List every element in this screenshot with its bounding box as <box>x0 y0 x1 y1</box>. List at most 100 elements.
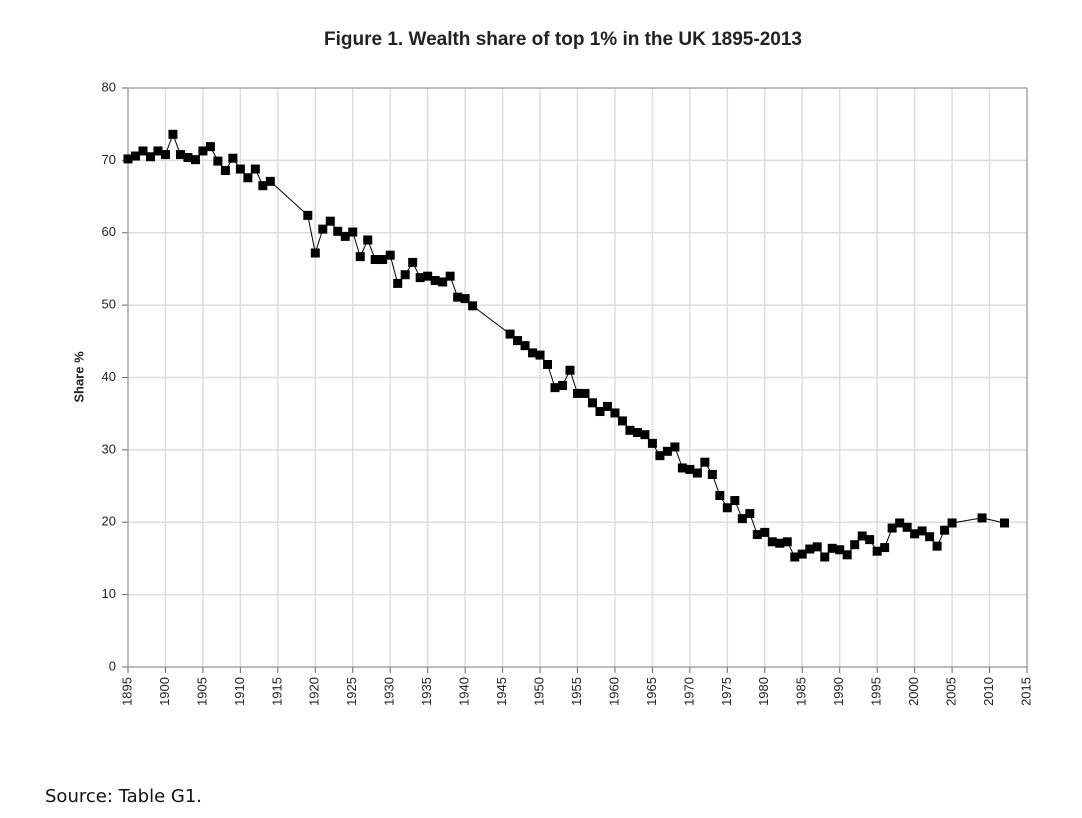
x-tick-label: 1950 <box>531 677 546 706</box>
data-point <box>917 526 927 536</box>
data-point <box>805 544 815 554</box>
y-tick-label: 0 <box>109 658 116 673</box>
data-point <box>827 543 837 553</box>
x-tick-label: 2005 <box>944 677 959 706</box>
x-tick-label: 1940 <box>457 677 472 706</box>
data-point <box>543 359 553 369</box>
data-point <box>205 142 215 152</box>
x-tick-label: 1930 <box>382 677 397 706</box>
data-point <box>625 425 635 435</box>
chart-title: Figure 1. Wealth share of top 1% in the … <box>324 29 802 50</box>
x-tick-label: 1985 <box>794 677 809 706</box>
y-tick-label: 80 <box>102 79 116 94</box>
data-point <box>220 166 230 176</box>
data-point <box>752 530 762 540</box>
data-point <box>910 529 920 539</box>
x-tick-label: 2000 <box>906 677 921 706</box>
data-point <box>670 442 680 452</box>
y-tick-label: 50 <box>102 297 116 312</box>
data-point <box>895 518 905 528</box>
y-tick-label: 60 <box>102 224 116 239</box>
data-point <box>812 542 822 552</box>
data-point <box>887 523 897 533</box>
data-point <box>235 164 245 174</box>
data-point <box>610 408 620 418</box>
y-tick-label: 10 <box>102 586 116 601</box>
data-point <box>130 151 140 161</box>
data-point <box>265 176 275 186</box>
data-point <box>715 490 725 500</box>
data-point <box>850 540 860 550</box>
data-point <box>243 173 253 183</box>
data-point <box>250 164 260 174</box>
data-point <box>378 255 388 265</box>
data-point <box>460 294 470 304</box>
y-tick-label: 70 <box>102 152 116 167</box>
data-point <box>587 398 597 408</box>
data-point <box>558 380 568 390</box>
data-point <box>528 348 538 358</box>
data-line <box>127 132 1005 558</box>
data-point <box>617 416 627 426</box>
data-point <box>453 292 463 302</box>
data-point <box>385 250 395 260</box>
data-point <box>198 146 208 156</box>
data-point <box>468 301 478 311</box>
data-point <box>325 216 335 226</box>
data-point <box>902 522 912 532</box>
data-point <box>400 270 410 280</box>
data-point <box>355 252 365 262</box>
data-point <box>977 513 987 523</box>
y-tick-label: 40 <box>102 369 116 384</box>
x-tick-label: 1935 <box>419 677 434 706</box>
data-point <box>348 227 358 237</box>
data-point <box>213 156 223 166</box>
data-point <box>415 273 425 283</box>
x-tick-label: 1945 <box>494 677 509 706</box>
data-point <box>318 224 328 234</box>
data-point <box>760 527 770 537</box>
data-point <box>820 552 830 562</box>
x-tick-label: 1970 <box>681 677 696 706</box>
data-point <box>722 503 732 513</box>
data-point <box>258 181 268 191</box>
x-tick-label: 1965 <box>644 677 659 706</box>
data-point <box>655 451 665 461</box>
data-point <box>775 538 785 548</box>
data-point <box>932 541 942 551</box>
data-point <box>423 271 433 281</box>
data-point <box>333 226 343 236</box>
data-point <box>1000 518 1010 528</box>
data-point <box>520 341 530 351</box>
plot-border <box>127 87 1028 668</box>
data-point <box>940 525 950 535</box>
data-point <box>445 271 455 281</box>
x-tick-label: 1925 <box>344 677 359 706</box>
data-point <box>573 388 582 398</box>
data-point <box>872 546 882 556</box>
y-axis-label: Share % <box>71 351 86 403</box>
x-tick-label: 1915 <box>269 677 284 706</box>
x-tick-label: 1955 <box>569 677 584 706</box>
data-point <box>790 552 800 562</box>
x-tick-label: 1995 <box>869 677 884 706</box>
data-point <box>123 154 133 164</box>
x-tick-label: 1900 <box>157 677 172 706</box>
x-tick-label: 1920 <box>307 677 322 706</box>
data-point <box>228 153 238 163</box>
data-point <box>640 430 650 440</box>
data-point <box>865 535 875 545</box>
data-point <box>363 235 373 245</box>
data-point <box>730 496 740 506</box>
data-point <box>692 468 702 478</box>
x-tick-label: 1975 <box>719 677 734 706</box>
data-point <box>505 329 515 339</box>
data-point <box>438 277 448 287</box>
data-point <box>835 545 845 555</box>
data-point <box>842 550 852 560</box>
x-tick-label: 1905 <box>194 677 209 706</box>
data-point <box>647 438 657 448</box>
data-point <box>632 428 642 438</box>
data-point <box>925 532 935 542</box>
